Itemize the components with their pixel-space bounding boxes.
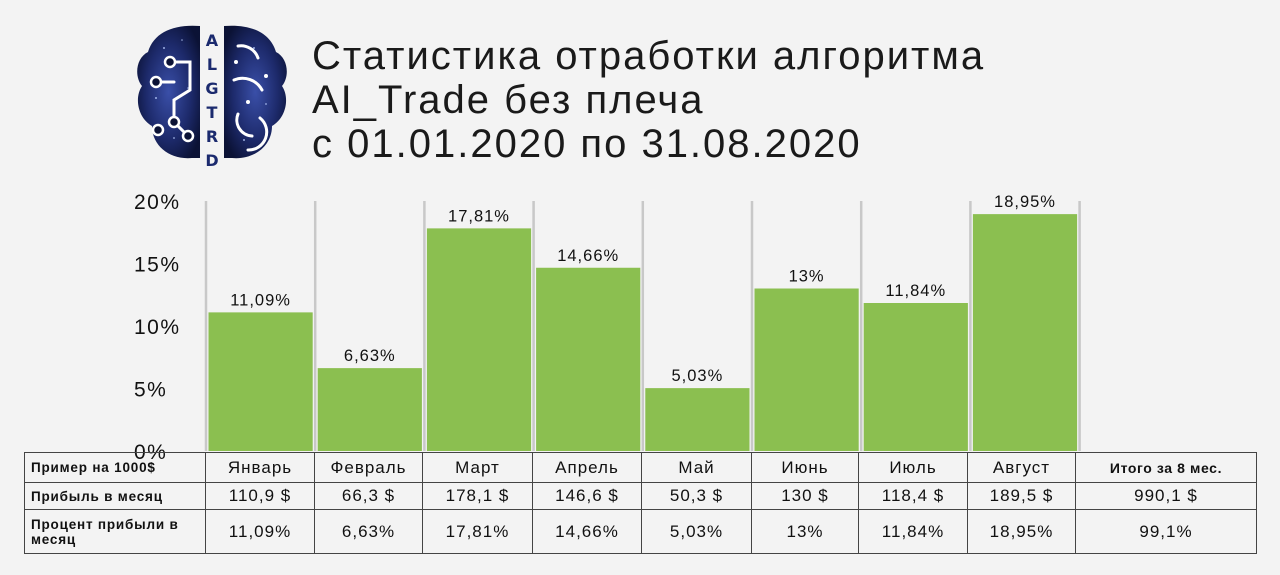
table-row-label: Процент прибыли в месяц [24, 509, 206, 554]
table-row: Прибыль в месяц 110,9 $ 66,3 $ 178,1 $ 1… [24, 482, 1257, 510]
bar [426, 228, 532, 451]
bar-value-label: 11,84% [885, 282, 946, 300]
stats-table: Пример на 1000$ Январь Февраль Март Апре… [24, 452, 1257, 554]
bar [972, 214, 1078, 451]
table-month: Июль [858, 452, 968, 483]
table-cell: 17,81% [422, 509, 533, 554]
table-cell: 18,95% [967, 509, 1076, 554]
y-tick-label: 10% [134, 316, 181, 339]
table-month: Август [967, 452, 1076, 483]
bar-value-label: 11,09% [230, 291, 291, 309]
table-cell: 6,63% [314, 509, 423, 554]
title-line-3: с 01.01.2020 по 31.08.2020 [312, 122, 862, 166]
table-month: Май [641, 452, 752, 483]
table-month: Февраль [314, 452, 423, 483]
title-line-2: AI_Trade без плеча [312, 78, 705, 122]
table-cell: 11,09% [205, 509, 315, 554]
bar-value-label: 17,81% [448, 207, 510, 225]
bar-value-label: 6,63% [344, 347, 396, 365]
table-cell: 146,6 $ [532, 482, 642, 510]
table-month: Январь [205, 452, 315, 483]
bar-value-label: 13% [789, 268, 825, 286]
svg-text:L: L [207, 55, 217, 74]
table-total-header: Итого за 8 мес. [1075, 452, 1257, 483]
bar-value-label: 14,66% [557, 247, 619, 265]
table-month: Март [422, 452, 533, 483]
svg-text:D: D [205, 151, 218, 170]
logo-brain-icon: A L G T R D [137, 25, 287, 170]
table-row-label: Прибыль в месяц [24, 482, 206, 510]
table-row: Процент прибыли в месяц 11,09% 6,63% 17,… [24, 509, 1257, 554]
bar [645, 388, 750, 451]
table-header-example: Пример на 1000$ [24, 452, 206, 483]
bar [754, 288, 859, 451]
table-total-cell: 99,1% [1075, 509, 1257, 554]
table-month: Апрель [532, 452, 642, 483]
table-cell: 189,5 $ [967, 482, 1076, 510]
y-tick-label: 20% [134, 191, 181, 214]
table-cell: 110,9 $ [205, 482, 315, 510]
table-cell: 14,66% [532, 509, 642, 554]
table-row: Пример на 1000$ Январь Февраль Март Апре… [24, 452, 1257, 483]
table-cell: 11,84% [858, 509, 968, 554]
table-cell: 5,03% [641, 509, 752, 554]
page-title: Статистика отработки алгоритма AI_Trade … [312, 34, 985, 166]
table-cell: 178,1 $ [422, 482, 533, 510]
table-cell: 66,3 $ [314, 482, 423, 510]
svg-text:G: G [205, 79, 218, 98]
svg-text:T: T [207, 103, 218, 122]
table-cell: 13% [751, 509, 859, 554]
svg-text:A: A [206, 31, 219, 50]
bar-value-label: 18,95% [994, 193, 1056, 211]
bar [536, 267, 641, 451]
svg-text:R: R [206, 127, 218, 146]
bar [317, 368, 422, 451]
table-total-cell: 990,1 $ [1075, 482, 1257, 510]
bar [208, 312, 313, 451]
y-tick-label: 15% [134, 254, 181, 277]
y-tick-label: 5% [134, 379, 167, 402]
table-cell: 130 $ [751, 482, 859, 510]
title-line-1: Статистика отработки алгоритма [312, 34, 986, 78]
bar-value-label: 5,03% [672, 367, 724, 385]
bar [863, 303, 968, 451]
table-month: Июнь [751, 452, 859, 483]
table-cell: 50,3 $ [641, 482, 752, 510]
table-cell: 118,4 $ [858, 482, 968, 510]
